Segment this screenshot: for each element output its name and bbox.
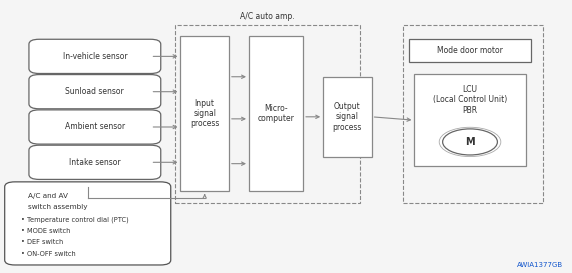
FancyBboxPatch shape [29,39,161,73]
Text: Ambient sensor: Ambient sensor [65,123,125,132]
Text: In-vehicle sensor: In-vehicle sensor [62,52,127,61]
Text: • DEF switch: • DEF switch [21,239,63,245]
Circle shape [443,129,498,155]
FancyBboxPatch shape [5,182,170,265]
Text: A/C auto amp.: A/C auto amp. [240,12,295,21]
Bar [403,25,543,203]
FancyBboxPatch shape [29,145,161,179]
Text: • ON-OFF switch: • ON-OFF switch [21,251,76,257]
FancyBboxPatch shape [29,75,161,109]
Circle shape [439,127,501,157]
Text: Intake sensor: Intake sensor [69,158,121,167]
Text: Mode door motor: Mode door motor [437,46,503,55]
Text: LCU
(Local Control Unit)
PBR: LCU (Local Control Unit) PBR [433,85,507,115]
FancyBboxPatch shape [29,110,161,144]
Bar [180,36,229,191]
Bar [408,39,531,62]
Text: Output
signal
process: Output signal process [333,102,362,132]
Text: • MODE switch: • MODE switch [21,228,70,234]
Text: Input
signal
process: Input signal process [190,99,220,128]
Text: • Temperature control dial (PTC): • Temperature control dial (PTC) [21,216,129,222]
Text: Sunload sensor: Sunload sensor [65,87,124,96]
Bar [249,36,303,191]
Bar [174,25,360,203]
Bar [414,74,526,166]
Text: A/C and AV: A/C and AV [27,193,67,199]
Text: Micro-
computer: Micro- computer [257,104,295,123]
Bar [323,77,372,157]
Text: AWIA1377GB: AWIA1377GB [517,262,563,268]
Text: M: M [465,137,475,147]
Text: switch assembly: switch assembly [27,204,87,210]
